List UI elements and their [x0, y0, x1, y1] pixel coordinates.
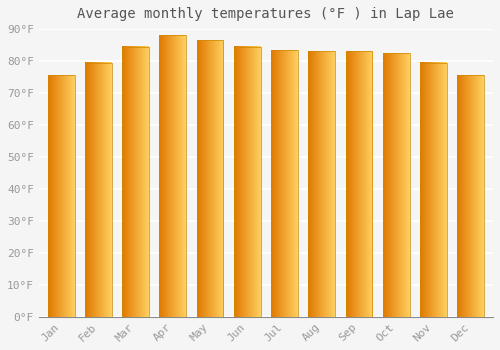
Bar: [458, 75, 484, 317]
Bar: [85, 63, 112, 317]
Title: Average monthly temperatures (°F ) in Lap Lae: Average monthly temperatures (°F ) in La…: [78, 7, 454, 21]
Bar: [420, 63, 447, 317]
Bar: [160, 35, 186, 317]
Bar: [308, 51, 335, 317]
Bar: [48, 75, 74, 317]
Bar: [346, 51, 372, 317]
Bar: [234, 47, 260, 317]
Bar: [122, 47, 149, 317]
Bar: [271, 50, 298, 317]
Bar: [196, 40, 224, 317]
Bar: [383, 53, 409, 317]
